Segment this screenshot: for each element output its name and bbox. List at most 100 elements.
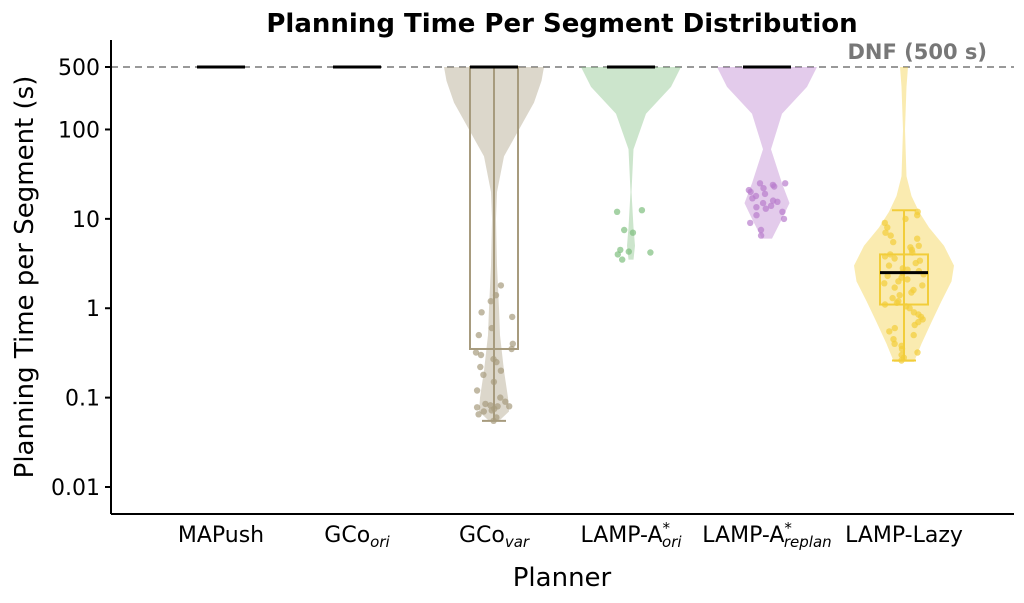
violin-group <box>717 65 817 239</box>
data-point <box>910 309 918 316</box>
chart-title: Planning Time Per Segment Distribution <box>266 9 857 39</box>
data-point <box>895 298 902 305</box>
data-point <box>747 219 754 227</box>
data-point <box>896 292 903 299</box>
data-point <box>497 282 505 289</box>
data-point <box>907 244 914 251</box>
violin-body <box>581 67 681 260</box>
x-tick-label: GCoori <box>324 523 390 551</box>
data-point <box>881 301 889 308</box>
data-point <box>647 249 654 256</box>
data-point <box>884 272 891 280</box>
data-point <box>886 328 893 335</box>
y-tick-label: 1 <box>86 297 100 322</box>
data-point <box>885 262 893 269</box>
y-tick-label: 10 <box>72 208 100 233</box>
data-point <box>889 294 896 302</box>
data-point <box>509 340 516 347</box>
data-point <box>914 235 921 242</box>
data-point <box>487 298 494 305</box>
data-point <box>494 403 501 410</box>
y-tick-label: 500 <box>58 56 100 81</box>
data-point <box>619 256 626 263</box>
data-point <box>493 414 500 421</box>
data-point <box>752 192 760 200</box>
data-point <box>780 215 788 223</box>
data-point <box>506 403 513 410</box>
data-point <box>753 204 760 211</box>
data-point <box>891 255 898 262</box>
y-tick-label: 0.01 <box>51 476 100 501</box>
data-point <box>492 292 500 299</box>
data-point <box>497 394 504 401</box>
data-point <box>756 180 764 187</box>
data-point <box>475 331 482 339</box>
data-point <box>881 280 888 287</box>
data-point <box>914 349 921 356</box>
y-axis-label: Planning Time per Segment (s) <box>10 76 40 479</box>
data-point <box>761 190 769 198</box>
data-point <box>767 202 775 209</box>
data-point <box>473 404 481 411</box>
data-point <box>480 408 487 415</box>
x-category-labels: MAPush GCoori GCovar LAMP-A* ori LAMP-A* repla… <box>178 519 963 551</box>
y-tick-label: 100 <box>58 118 100 143</box>
data-point <box>891 284 898 291</box>
data-point <box>490 355 497 363</box>
data-point <box>762 205 769 212</box>
y-ticks: 0.01 0.1 1 10 100 500 <box>51 56 111 501</box>
data-point <box>638 207 646 214</box>
data-point <box>769 181 777 189</box>
plot-area <box>111 65 1014 424</box>
x-axis-label: Planner <box>513 563 612 593</box>
data-point <box>759 199 767 207</box>
data-point <box>782 180 789 187</box>
data-point <box>480 371 487 378</box>
data-point <box>509 313 516 321</box>
data-point <box>890 238 897 246</box>
x-tick-label: LAMP-A* ori <box>580 519 682 551</box>
data-point <box>887 232 894 239</box>
data-point <box>487 402 494 409</box>
data-point <box>753 212 760 219</box>
data-point <box>890 336 897 343</box>
data-point <box>617 246 624 254</box>
data-point <box>757 226 765 234</box>
y-tick-label: 0.1 <box>65 387 100 412</box>
data-point <box>910 286 917 294</box>
x-tick-label: GCovar <box>459 523 530 551</box>
x-tick-label: MAPush <box>178 523 264 548</box>
data-point <box>497 367 505 374</box>
data-point <box>745 186 753 194</box>
data-point <box>919 282 926 289</box>
data-point <box>914 208 921 215</box>
data-point <box>625 248 632 255</box>
data-point <box>903 303 910 310</box>
data-point <box>898 342 905 349</box>
data-point <box>621 226 628 234</box>
data-point <box>882 229 889 236</box>
data-point <box>898 274 905 281</box>
data-point <box>769 197 777 204</box>
data-point <box>502 398 509 405</box>
data-point <box>760 185 767 192</box>
data-point <box>898 351 905 359</box>
data-point <box>473 387 481 394</box>
data-point <box>613 208 621 215</box>
data-point <box>902 215 909 223</box>
data-point <box>910 331 917 339</box>
data-point <box>757 232 765 239</box>
x-tick-label: LAMP-A* replan <box>702 519 831 551</box>
data-point <box>891 324 898 332</box>
data-point <box>629 229 637 236</box>
data-point <box>490 378 498 386</box>
violin-group <box>444 65 544 424</box>
dnf-label: DNF (500 s) <box>847 40 987 64</box>
data-point <box>477 363 484 371</box>
data-point <box>478 309 485 316</box>
data-point <box>915 242 922 249</box>
x-tick-label: LAMP-Lazy <box>845 523 963 548</box>
data-point <box>475 411 482 418</box>
data-point <box>508 345 515 353</box>
